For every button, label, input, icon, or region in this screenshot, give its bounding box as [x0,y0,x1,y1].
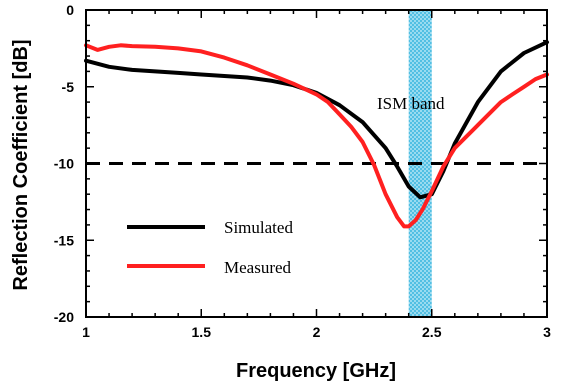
x-tick-label: 2.5 [422,324,442,340]
legend: Simulated Measured [127,218,293,277]
y-tick-label: -20 [54,309,74,325]
x-tick-label: 3 [543,324,551,340]
legend-label-measured: Measured [224,258,292,277]
y-tick-label: -5 [62,79,75,95]
ticks-layer [86,10,547,317]
y-tick-labels: 0 -5 -10 -15 -20 [54,2,74,325]
y-tick-label: -10 [54,156,74,172]
legend-label-simulated: Simulated [224,218,293,237]
x-tick-label: 1.5 [192,324,212,340]
ism-band-label: ISM band [377,94,445,113]
y-tick-label: -15 [54,232,74,248]
series-layer [84,40,549,229]
series-line-measured [84,43,549,229]
y-tick-label: 0 [66,2,74,18]
series-line-simulated [84,40,549,200]
x-tick-label: 1 [82,324,90,340]
y-axis-title: Reflection Coefficient [dB] [10,39,32,290]
x-tick-label: 2 [313,324,321,340]
x-axis-title: Frequency [GHz] [236,360,396,382]
x-tick-labels: 1 1.5 2 2.5 3 [82,324,551,340]
